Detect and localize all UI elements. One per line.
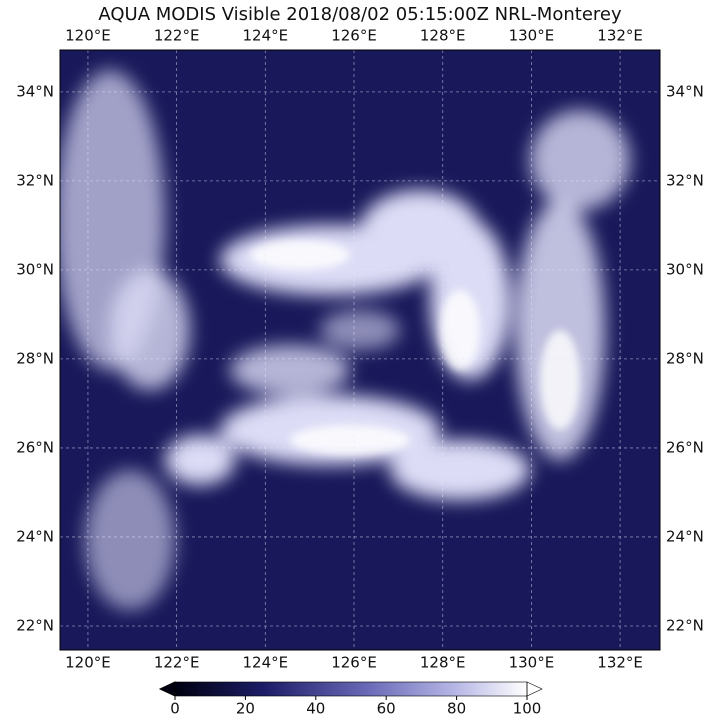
lat-label-left: 26°N <box>16 438 54 456</box>
colorbar-tick-label: 20 <box>236 700 255 718</box>
lat-label-left: 22°N <box>16 616 54 634</box>
colorbar <box>175 682 527 696</box>
lat-label-right: 22°N <box>666 616 704 634</box>
lon-label-top: 120°E <box>65 27 111 45</box>
lon-label-bottom: 124°E <box>243 654 289 672</box>
lat-label-right: 28°N <box>666 349 704 367</box>
lon-label-top: 126°E <box>331 27 377 45</box>
lon-label-bottom: 128°E <box>420 654 466 672</box>
colorbar-tick-label: 40 <box>306 700 325 718</box>
lat-label-left: 30°N <box>16 260 54 278</box>
colorbar-max-arrow <box>526 681 543 697</box>
colorbar-min-arrow <box>158 681 176 697</box>
colorbar-tick-label: 100 <box>513 700 542 718</box>
lon-label-top: 130°E <box>509 27 555 45</box>
lat-label-right: 32°N <box>666 171 704 189</box>
lon-label-bottom: 130°E <box>509 654 555 672</box>
lon-label-top: 128°E <box>420 27 466 45</box>
lat-label-left: 34°N <box>16 82 54 100</box>
lon-label-bottom: 120°E <box>65 654 111 672</box>
lat-label-left: 32°N <box>16 171 54 189</box>
lon-label-bottom: 132°E <box>597 654 643 672</box>
lon-label-top: 124°E <box>243 27 289 45</box>
colorbar-tick-label: 60 <box>377 700 396 718</box>
lat-label-left: 24°N <box>16 527 54 545</box>
colorbar-tick-label: 80 <box>447 700 466 718</box>
lat-label-right: 26°N <box>666 438 704 456</box>
lat-label-right: 30°N <box>666 260 704 278</box>
lat-label-left: 28°N <box>16 349 54 367</box>
lon-label-top: 122°E <box>154 27 200 45</box>
lon-label-bottom: 122°E <box>154 654 200 672</box>
lat-label-right: 24°N <box>666 527 704 545</box>
lat-label-right: 34°N <box>666 82 704 100</box>
title: AQUA MODIS Visible 2018/08/02 05:15:00Z … <box>98 4 622 25</box>
lon-label-top: 132°E <box>597 27 643 45</box>
satellite-image <box>60 50 660 650</box>
map-frame <box>59 49 661 651</box>
colorbar-tick-label: 0 <box>170 700 180 718</box>
colorbar-frame <box>174 681 528 697</box>
lon-label-bottom: 126°E <box>331 654 377 672</box>
